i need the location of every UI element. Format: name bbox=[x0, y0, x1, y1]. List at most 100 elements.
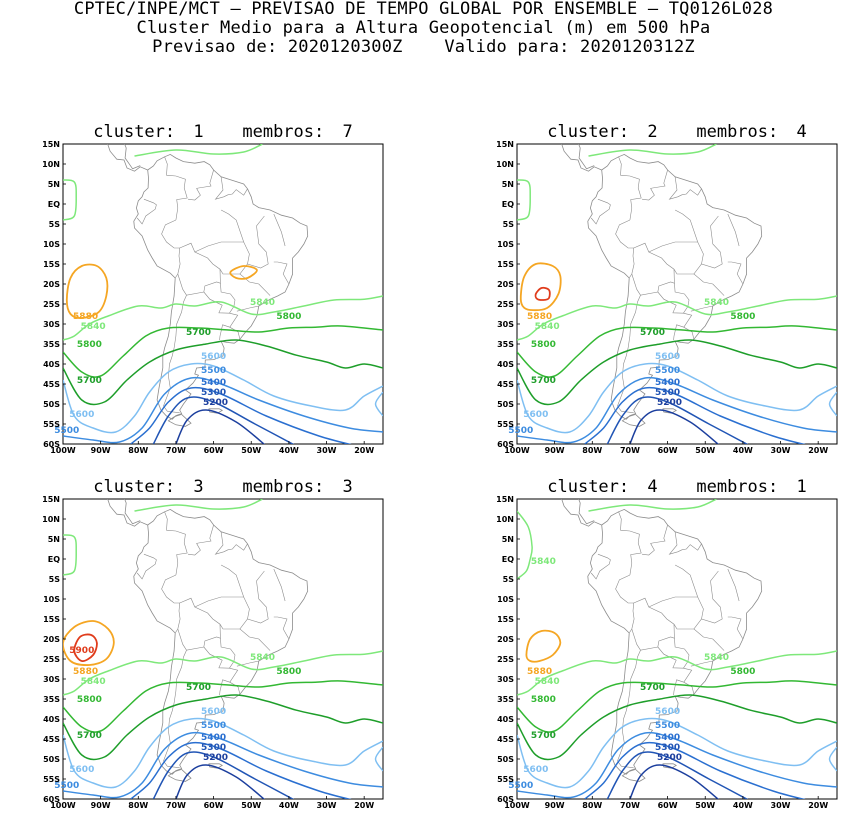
lat-label: EQ bbox=[502, 200, 514, 209]
country-border bbox=[668, 176, 702, 200]
lon-label: 90W bbox=[545, 801, 565, 810]
country-border bbox=[674, 209, 698, 243]
lat-label: 5S bbox=[49, 575, 61, 584]
label-5600-west: 5600 bbox=[69, 765, 94, 775]
label-5800-west: 5800 bbox=[77, 340, 102, 350]
lon-label: 50W bbox=[241, 801, 261, 810]
label-5800-west: 5800 bbox=[531, 695, 556, 705]
contour-5840-west bbox=[517, 179, 531, 221]
lat-label: 20S bbox=[497, 280, 514, 289]
label-5200: 5200 bbox=[203, 753, 228, 763]
country-border bbox=[727, 213, 740, 247]
lat-label: 50S bbox=[43, 755, 60, 764]
lat-label: 55S bbox=[497, 420, 514, 429]
lat-label: 45S bbox=[497, 735, 514, 744]
cluster-number: 2 bbox=[647, 122, 658, 142]
country-border bbox=[187, 169, 214, 201]
lat-label: 30S bbox=[497, 320, 514, 329]
contour-5840 bbox=[63, 650, 383, 696]
lat-label: 20S bbox=[43, 635, 60, 644]
contour-5600-east bbox=[374, 391, 383, 417]
cluster-panel-3: cluster: 3 membros: 3 5900 5880 5840 5840 58… bbox=[0, 477, 384, 835]
lat-label: 50S bbox=[497, 400, 514, 409]
contour-5840 bbox=[517, 650, 837, 696]
contour-5200 bbox=[175, 409, 266, 444]
label-5500-west: 5500 bbox=[54, 781, 79, 791]
label-5800-east: 5800 bbox=[730, 667, 755, 677]
country-border bbox=[641, 169, 668, 201]
panel-title: cluster: 2 membros: 4 bbox=[517, 122, 837, 142]
lat-label: 25S bbox=[497, 655, 514, 664]
map-content bbox=[517, 144, 837, 444]
label-5400: 5400 bbox=[655, 733, 680, 743]
lon-label: 40W bbox=[733, 801, 753, 810]
lon-label: 30W bbox=[317, 801, 337, 810]
contour-5600 bbox=[63, 362, 383, 434]
lat-label: 15N bbox=[42, 495, 60, 504]
cluster-panel-2: cluster: 2 membros: 4 5880 5840 5840 5800 58… bbox=[454, 122, 838, 480]
lat-label: 50S bbox=[43, 400, 60, 409]
cluster-number: 4 bbox=[647, 477, 658, 497]
members-label: membros: bbox=[242, 477, 325, 497]
contour-5400 bbox=[584, 386, 806, 444]
lon-label: 40W bbox=[733, 446, 753, 455]
members-label: membros: bbox=[696, 477, 779, 497]
tierra-del-fuego-coastline bbox=[621, 769, 646, 782]
members-count: 4 bbox=[796, 122, 807, 142]
lon-label: 20W bbox=[808, 801, 828, 810]
lon-label: 70W bbox=[620, 446, 640, 455]
header-line-3: Previsao de: 2020120300Z Valido para: 20… bbox=[0, 38, 847, 57]
label-5800-west: 5800 bbox=[531, 340, 556, 350]
contour-5840-top bbox=[588, 499, 717, 512]
lat-label: 10N bbox=[42, 515, 60, 524]
geopotential-map: 5880584058405800580057005700560056005500… bbox=[42, 140, 384, 455]
falkland-islands-coastline bbox=[662, 408, 678, 414]
contour-5800 bbox=[63, 680, 383, 733]
members-count: 3 bbox=[342, 477, 353, 497]
country-border bbox=[618, 511, 642, 576]
label-5840-east: 5840 bbox=[250, 298, 275, 308]
lat-label: 55S bbox=[43, 775, 60, 784]
country-border bbox=[220, 209, 244, 243]
lon-label: 60W bbox=[204, 446, 224, 455]
contour-5700 bbox=[517, 339, 837, 406]
label-5800-east: 5800 bbox=[276, 312, 301, 322]
label-5700-west: 5700 bbox=[77, 376, 102, 386]
lat-label: 15S bbox=[43, 260, 60, 269]
lat-label: 35S bbox=[43, 340, 60, 349]
country-border bbox=[164, 511, 188, 576]
lat-label: EQ bbox=[48, 555, 60, 564]
lat-label: 15S bbox=[497, 615, 514, 624]
lat-label: 30S bbox=[43, 320, 60, 329]
label-5500-west: 5500 bbox=[54, 426, 79, 436]
lon-label: 40W bbox=[279, 801, 299, 810]
tierra-del-fuego-coastline bbox=[167, 414, 192, 427]
contour-5500 bbox=[517, 376, 837, 444]
country-border bbox=[648, 241, 704, 265]
contour-5900 bbox=[534, 286, 551, 301]
label-5840-west: 5840 bbox=[81, 322, 106, 332]
lon-label: 70W bbox=[166, 801, 186, 810]
lat-label: 40S bbox=[497, 360, 514, 369]
lat-label: 25S bbox=[43, 300, 60, 309]
contour-5840-top bbox=[134, 144, 263, 157]
contour-5600-east bbox=[374, 746, 383, 772]
label-5700-east: 5700 bbox=[640, 683, 665, 693]
label-5840-west: 5840 bbox=[535, 322, 560, 332]
map-content bbox=[63, 499, 383, 799]
contour-5400 bbox=[584, 741, 806, 799]
lon-label: 80W bbox=[128, 801, 148, 810]
contour-5840-west bbox=[517, 510, 533, 580]
lat-label: 50S bbox=[497, 755, 514, 764]
contour-5840-west bbox=[63, 534, 77, 576]
contour-5200 bbox=[629, 764, 720, 799]
country-border bbox=[163, 295, 187, 414]
label-5840-east: 5840 bbox=[250, 653, 275, 663]
label-5880: 5880 bbox=[73, 312, 98, 322]
contour-5880 bbox=[63, 620, 115, 666]
label-5500-west: 5500 bbox=[508, 426, 533, 436]
label-5840-north: 5840 bbox=[531, 557, 556, 567]
lon-label: 50W bbox=[241, 446, 261, 455]
contour-5900 bbox=[73, 633, 98, 662]
country-border bbox=[239, 215, 271, 296]
